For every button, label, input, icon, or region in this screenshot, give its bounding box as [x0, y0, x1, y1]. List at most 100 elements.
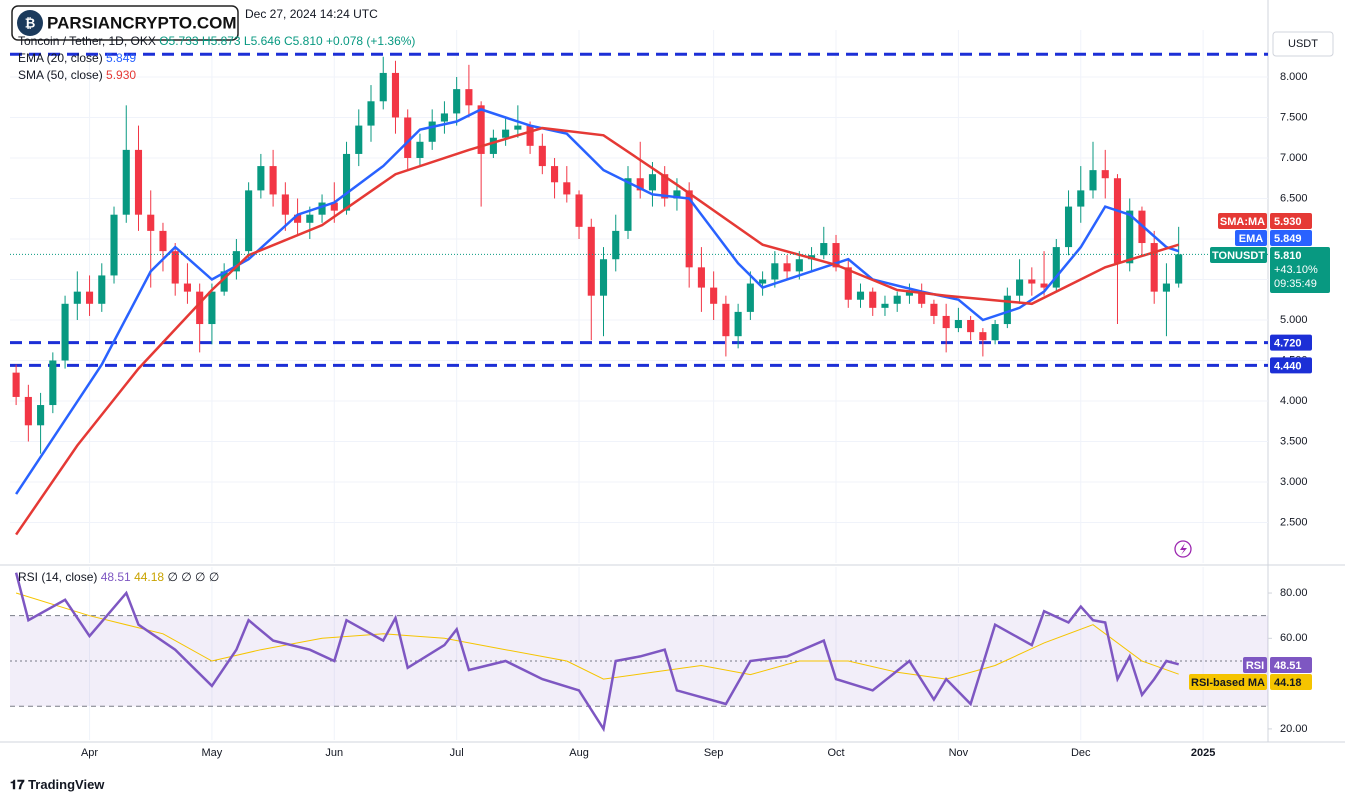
candle-body — [232, 251, 240, 272]
badge-text: TONUSDT — [1212, 250, 1265, 262]
badge-text: 5.849 — [1274, 233, 1302, 245]
candle-body — [930, 303, 938, 316]
candle-body — [1150, 243, 1158, 292]
candle-body — [379, 72, 387, 102]
badge-bg — [1270, 213, 1312, 229]
badge-text: 48.51 — [1274, 660, 1302, 672]
candle-body — [918, 291, 926, 304]
candle-body — [85, 291, 94, 304]
candle-body — [1113, 178, 1122, 264]
candle-body — [881, 303, 889, 308]
alert-icon[interactable] — [1174, 540, 1192, 558]
x-tick-label: Apr — [81, 747, 98, 759]
candle-body — [1003, 295, 1011, 325]
rsi-legend: RSI (14, close) 48.51 44.18 ∅ ∅ ∅ ∅ — [18, 570, 219, 584]
candle-body — [991, 324, 999, 341]
candle-body — [73, 291, 81, 304]
candle-body — [306, 214, 314, 223]
x-tick-label: Aug — [569, 747, 589, 759]
candle-body — [453, 89, 461, 114]
candle-body — [673, 190, 681, 199]
badge-text: 44.18 — [1274, 677, 1302, 689]
candle-body — [648, 174, 657, 191]
badge-bg — [1270, 334, 1312, 351]
change: +0.078 (+1.36%) — [326, 34, 415, 48]
x-tick-label: Sep — [704, 747, 724, 759]
candle-body — [759, 279, 767, 284]
candle-body — [24, 396, 32, 426]
candle-body — [391, 72, 400, 118]
y-tick-label: 5.000 — [1280, 314, 1308, 326]
candle-body — [893, 295, 901, 304]
candle-body — [1162, 283, 1170, 292]
x-tick-label: 2025 — [1191, 747, 1215, 759]
candle-body — [722, 303, 730, 337]
candle-body — [1028, 279, 1036, 284]
badge-text: 09:35:49 — [1274, 278, 1317, 290]
candle-body — [661, 174, 669, 199]
x-tick-label: Jul — [450, 747, 464, 759]
unit: USDT — [1288, 38, 1318, 50]
candle-body — [526, 125, 534, 146]
badge-text: RSI — [1246, 660, 1264, 672]
y-tick-label: 20.00 — [1280, 723, 1308, 735]
badge-bg — [1210, 247, 1267, 263]
y-tick-label: 80.00 — [1280, 587, 1308, 599]
candle-body — [783, 263, 791, 272]
candle-body — [440, 113, 448, 122]
candle-body — [159, 230, 167, 252]
x-tick-label: Dec — [1071, 747, 1091, 759]
candle-body — [612, 230, 620, 260]
y-tick-label: 8.000 — [1280, 71, 1308, 83]
badge-bg — [1218, 213, 1267, 229]
timestamp: Dec 27, 2024 14:24 UTC — [245, 7, 378, 21]
candle-body — [37, 405, 45, 426]
candle-body — [563, 182, 571, 195]
rsi-legend-name: RSI (14, close) — [18, 570, 97, 584]
candle-body — [318, 202, 326, 215]
unit-box[interactable] — [1272, 31, 1334, 57]
candle-body — [820, 243, 828, 256]
candle-body — [110, 214, 118, 276]
candle-body — [416, 141, 424, 158]
candle-body — [355, 125, 363, 154]
candle-body — [967, 319, 975, 333]
candle-body — [342, 153, 351, 211]
badge-text: 5.930 — [1274, 216, 1302, 228]
candle-body — [942, 315, 950, 329]
candle-body — [465, 89, 473, 106]
candle-body — [1077, 190, 1085, 207]
y-tick-label: 3.000 — [1280, 476, 1308, 488]
watermark-text: PARSIANCRYPTO.COM — [47, 13, 237, 32]
candle-body — [281, 194, 289, 215]
candle-body — [489, 137, 497, 154]
candle-body — [245, 190, 253, 252]
candle-body — [587, 226, 595, 296]
symbol-line: Toncoin / Tether, 1D, OKX O5.733 H5.873 … — [18, 34, 415, 48]
candle-body — [404, 117, 412, 158]
badge-bg — [1189, 674, 1267, 690]
candle-body — [147, 214, 155, 231]
ema-name: EMA (20, close) — [18, 51, 103, 65]
candle-body — [428, 121, 436, 142]
candle-body — [49, 360, 57, 406]
candle-body — [636, 178, 644, 191]
sma-legend: SMA (50, close) 5.930 — [18, 68, 136, 82]
candle-body — [551, 166, 559, 183]
sma-value: 5.930 — [106, 68, 136, 82]
candle-body — [269, 166, 277, 195]
candle-body — [196, 291, 204, 325]
footer: 𝟏𝟕 TradingView — [10, 777, 105, 792]
candle-body — [1175, 254, 1183, 284]
badge-bg — [1270, 357, 1312, 374]
footer-text: TradingView — [28, 777, 105, 792]
candle-body — [979, 332, 987, 341]
x-tick-label: May — [202, 747, 223, 759]
y-tick-label: 6.500 — [1280, 192, 1308, 204]
badge-bg — [1270, 230, 1312, 246]
badge-text: 4.440 — [1274, 360, 1302, 372]
candle-body — [844, 267, 852, 300]
candle-body — [477, 105, 485, 154]
candle-body — [294, 214, 302, 223]
